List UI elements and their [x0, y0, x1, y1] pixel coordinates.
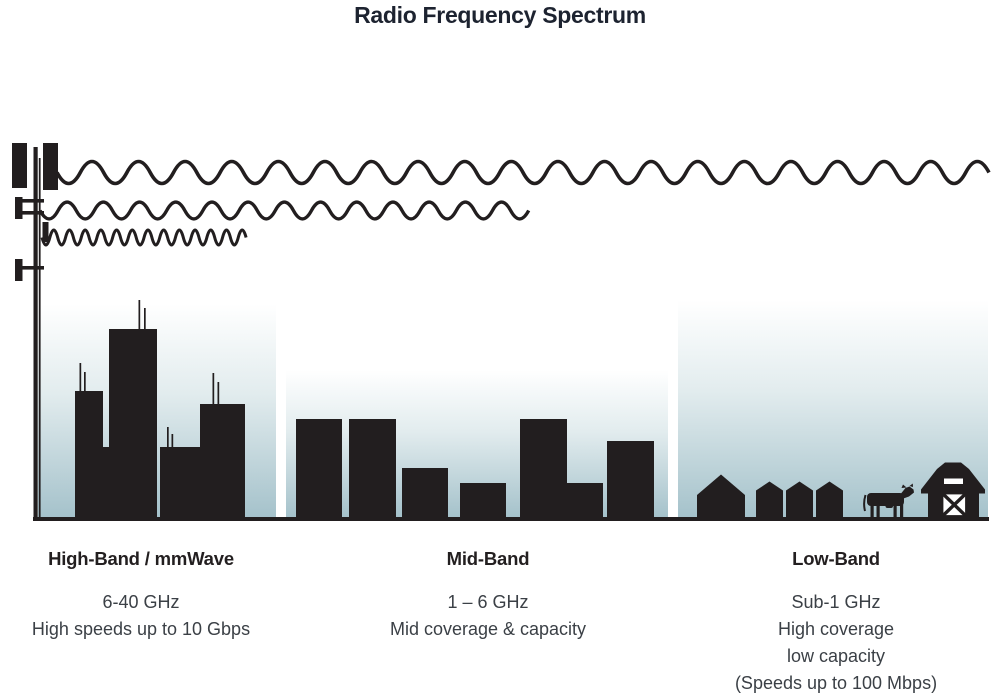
house-icon-2	[756, 481, 783, 517]
skyscraper-4	[200, 373, 245, 517]
band-label-mid-band: Mid-Band 1 – 6 GHz Mid coverage & capaci…	[358, 548, 618, 643]
farm-scene-low-band	[697, 462, 985, 519]
building-5	[520, 419, 567, 517]
skyscraper-1	[75, 363, 103, 517]
building-7	[607, 441, 654, 517]
barn-icon	[921, 462, 985, 519]
cow-icon	[863, 483, 914, 517]
house-icon-3	[786, 481, 813, 517]
building-4	[460, 483, 506, 517]
band-description-line: High coverage	[777, 619, 895, 639]
radio-waves	[38, 159, 991, 247]
band-description-line: High speeds up to 10 Gbps	[31, 619, 251, 639]
high-band-wave-icon	[40, 228, 248, 247]
band-description-line: low capacity	[786, 646, 886, 666]
mid-band-wave-icon	[38, 200, 531, 221]
building-6	[567, 483, 603, 517]
diagram-title: Radio Frequency Spectrum	[354, 2, 646, 28]
town-skyline-mid-band	[296, 419, 654, 517]
skyscraper-gap-block	[103, 447, 110, 517]
house-icon-1	[697, 474, 745, 517]
band-label-high-band: High-Band / mmWave 6-40 GHz High speeds …	[10, 548, 272, 643]
band-frequency: Sub-1 GHz	[791, 592, 881, 612]
band-name: Mid-Band	[446, 548, 530, 569]
band-name: High-Band / mmWave	[48, 548, 234, 569]
ground-line	[33, 517, 989, 521]
band-frequency: 6-40 GHz	[102, 592, 180, 612]
barn-crossbuck-door	[939, 490, 969, 519]
band-frequency: 1 – 6 GHz	[447, 592, 529, 612]
building-1	[296, 419, 342, 517]
skyscraper-3	[160, 427, 200, 517]
cell-tower-icon	[12, 143, 58, 517]
city-skyline-high-band	[75, 300, 245, 517]
barn-hayloft-window	[944, 478, 963, 484]
band-label-low-band: Low-Band Sub-1 GHz High coverage low cap…	[686, 548, 986, 697]
band-name: Low-Band	[792, 548, 880, 569]
building-2	[349, 419, 396, 517]
band-description-line: Mid coverage & capacity	[389, 619, 587, 639]
building-3	[402, 468, 448, 517]
band-description-line: (Speeds up to 100 Mbps)	[734, 673, 938, 693]
skyscraper-2	[109, 300, 157, 517]
house-icon-4	[816, 481, 843, 517]
low-band-wave-icon	[55, 159, 991, 186]
